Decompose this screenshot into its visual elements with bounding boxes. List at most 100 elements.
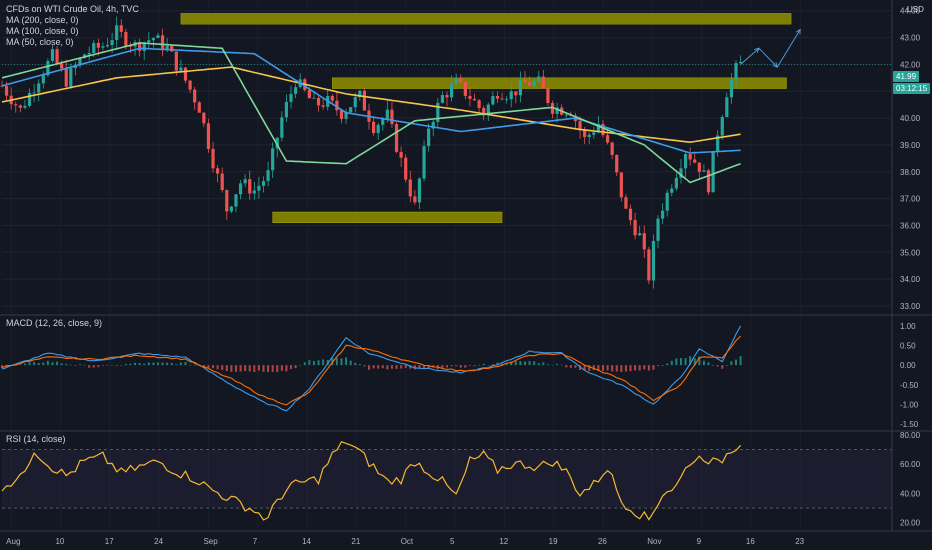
candle[interactable] xyxy=(523,79,527,83)
candle[interactable] xyxy=(211,148,215,169)
candle[interactable] xyxy=(495,96,500,99)
candle[interactable] xyxy=(454,77,458,84)
candle[interactable] xyxy=(330,95,334,101)
candle[interactable] xyxy=(491,96,495,105)
support-resistance-zones[interactable] xyxy=(180,13,792,224)
candle[interactable] xyxy=(243,179,247,184)
candle[interactable] xyxy=(390,109,394,125)
candle[interactable] xyxy=(229,206,233,212)
candle[interactable] xyxy=(459,77,463,82)
candle[interactable] xyxy=(349,107,353,113)
candle[interactable] xyxy=(32,92,36,94)
candle[interactable] xyxy=(633,220,637,236)
candle[interactable] xyxy=(725,97,729,117)
candle[interactable] xyxy=(69,68,73,87)
candle[interactable] xyxy=(4,86,9,96)
candle[interactable] xyxy=(92,42,96,53)
candle[interactable] xyxy=(413,196,417,203)
candle[interactable] xyxy=(729,79,734,98)
candle[interactable] xyxy=(468,95,472,99)
candle[interactable] xyxy=(289,93,293,102)
candle[interactable] xyxy=(615,154,619,173)
candle[interactable] xyxy=(711,150,715,193)
candle[interactable] xyxy=(27,93,32,106)
candle[interactable] xyxy=(188,80,192,90)
candle[interactable] xyxy=(156,35,160,39)
candle[interactable] xyxy=(41,75,45,84)
candle[interactable] xyxy=(404,157,408,180)
candle[interactable] xyxy=(431,121,435,129)
candle[interactable] xyxy=(248,179,252,194)
candle[interactable] xyxy=(37,83,41,93)
candle[interactable] xyxy=(50,49,55,61)
candle[interactable] xyxy=(174,51,178,71)
candle[interactable] xyxy=(165,45,169,50)
candle[interactable] xyxy=(202,112,206,124)
candle[interactable] xyxy=(656,218,660,241)
candle[interactable] xyxy=(477,100,481,108)
candle[interactable] xyxy=(505,99,509,100)
candle[interactable] xyxy=(422,146,426,179)
candle[interactable] xyxy=(642,233,646,250)
candle[interactable] xyxy=(147,40,151,43)
macd-label[interactable]: MACD (12, 26, close, 9) xyxy=(6,318,103,328)
price-candles[interactable] xyxy=(0,16,743,289)
candle[interactable] xyxy=(179,67,183,71)
candle[interactable] xyxy=(119,25,123,32)
candle[interactable] xyxy=(683,154,688,169)
candle[interactable] xyxy=(284,101,289,118)
candle[interactable] xyxy=(321,105,325,107)
price-zone-2[interactable] xyxy=(272,211,503,224)
candle[interactable] xyxy=(257,185,261,191)
candle[interactable] xyxy=(638,233,642,236)
candle[interactable] xyxy=(271,148,275,171)
candle[interactable] xyxy=(583,130,587,138)
candle[interactable] xyxy=(472,98,477,101)
candle[interactable] xyxy=(440,94,445,103)
candle[interactable] xyxy=(665,192,669,211)
candle[interactable] xyxy=(610,142,614,155)
candle[interactable] xyxy=(702,170,706,172)
candle[interactable] xyxy=(381,119,385,125)
candle[interactable] xyxy=(115,25,119,41)
candle[interactable] xyxy=(427,128,431,147)
candle[interactable] xyxy=(307,89,311,99)
candle[interactable] xyxy=(564,114,568,116)
candle[interactable] xyxy=(514,91,518,96)
candle[interactable] xyxy=(18,105,22,108)
candle[interactable] xyxy=(294,87,298,94)
candle[interactable] xyxy=(500,98,504,100)
candle[interactable] xyxy=(449,83,454,98)
candle[interactable] xyxy=(619,172,623,198)
rsi-pane[interactable] xyxy=(1,440,892,521)
candle[interactable] xyxy=(128,45,133,47)
candle[interactable] xyxy=(238,183,243,195)
candle[interactable] xyxy=(628,208,633,221)
candle[interactable] xyxy=(23,105,27,108)
candle[interactable] xyxy=(160,35,165,50)
candle[interactable] xyxy=(532,81,536,87)
candle[interactable] xyxy=(206,123,211,149)
candle[interactable] xyxy=(550,103,555,114)
candle[interactable] xyxy=(670,188,674,193)
rsi-label[interactable]: RSI (14, close) xyxy=(6,434,66,444)
candle[interactable] xyxy=(358,90,362,98)
candle[interactable] xyxy=(394,124,399,152)
candle[interactable] xyxy=(527,82,532,87)
candle[interactable] xyxy=(596,124,600,133)
candle[interactable] xyxy=(486,104,490,116)
candle[interactable] xyxy=(96,42,100,48)
candle[interactable] xyxy=(371,121,376,134)
candle[interactable] xyxy=(110,40,114,46)
candle[interactable] xyxy=(716,135,720,151)
candle[interactable] xyxy=(46,60,50,76)
candle[interactable] xyxy=(335,100,339,111)
candle[interactable] xyxy=(234,194,238,207)
candle[interactable] xyxy=(688,154,692,160)
candle[interactable] xyxy=(647,249,651,281)
candle[interactable] xyxy=(266,170,270,182)
candle[interactable] xyxy=(463,81,467,96)
candle[interactable] xyxy=(252,190,256,194)
candle[interactable] xyxy=(353,97,357,108)
